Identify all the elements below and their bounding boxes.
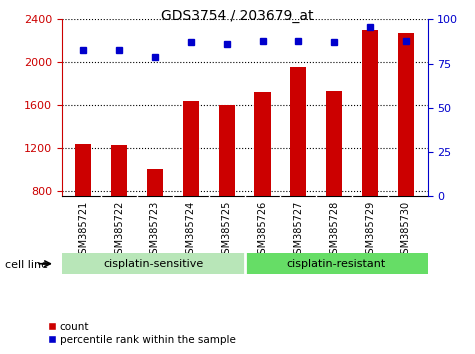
- Text: GSM385723: GSM385723: [150, 201, 160, 260]
- Text: GSM385729: GSM385729: [365, 201, 375, 260]
- Bar: [362, 30, 378, 196]
- Bar: [111, 145, 127, 196]
- Bar: [183, 101, 199, 196]
- Text: GSM385725: GSM385725: [222, 201, 232, 261]
- Bar: [147, 169, 163, 196]
- Text: GSM385722: GSM385722: [114, 201, 124, 261]
- Bar: [75, 144, 91, 196]
- Text: cisplatin-sensitive: cisplatin-sensitive: [103, 259, 203, 269]
- Text: GSM385727: GSM385727: [294, 201, 304, 261]
- Text: GSM385726: GSM385726: [257, 201, 267, 260]
- Text: GSM385721: GSM385721: [78, 201, 88, 260]
- Text: GSM385730: GSM385730: [401, 201, 411, 260]
- Bar: [326, 91, 342, 196]
- Bar: [398, 33, 414, 196]
- Text: GSM385728: GSM385728: [329, 201, 339, 260]
- Legend: count, percentile rank within the sample: count, percentile rank within the sample: [43, 317, 240, 349]
- Bar: [245, 253, 428, 274]
- Text: cisplatin-resistant: cisplatin-resistant: [286, 259, 386, 269]
- Text: GDS3754 / 203679_at: GDS3754 / 203679_at: [161, 9, 314, 23]
- Bar: [62, 253, 245, 274]
- Bar: [218, 105, 235, 196]
- Text: GSM385724: GSM385724: [186, 201, 196, 260]
- Text: cell line: cell line: [5, 260, 48, 270]
- Bar: [290, 67, 306, 196]
- Bar: [255, 92, 271, 196]
